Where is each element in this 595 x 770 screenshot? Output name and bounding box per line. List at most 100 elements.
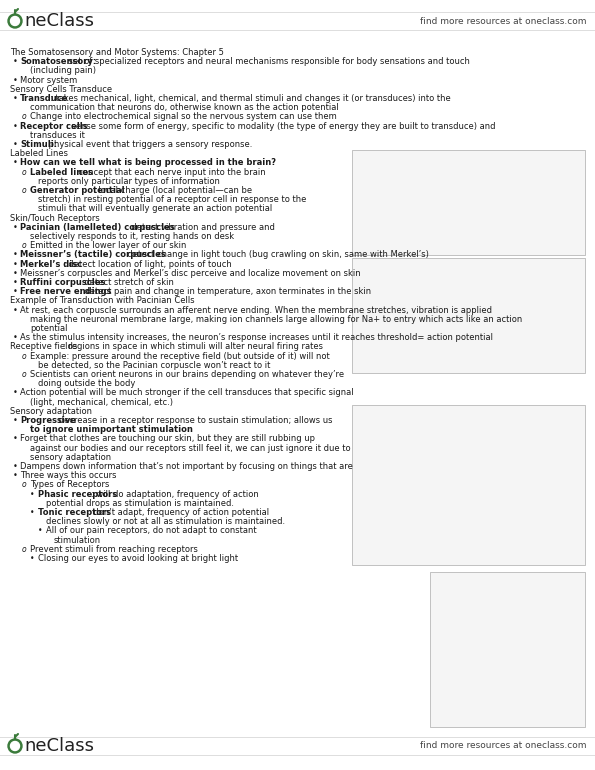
Text: Dampens down information that’s not important by focusing on things that are: Dampens down information that’s not impo… <box>20 462 353 471</box>
Text: o: o <box>22 112 27 122</box>
Text: •: • <box>12 306 17 315</box>
Text: •: • <box>12 333 17 342</box>
Text: •: • <box>12 471 17 480</box>
Text: : detect vibration and pressure and: : detect vibration and pressure and <box>126 223 274 232</box>
Text: •: • <box>12 287 17 296</box>
Text: : detect stretch of skin: : detect stretch of skin <box>79 278 174 287</box>
Text: •: • <box>12 388 17 397</box>
Text: •: • <box>12 250 17 259</box>
Text: : don’t adapt, frequency of action potential: : don’t adapt, frequency of action poten… <box>87 508 268 517</box>
Text: Merkel’s disc: Merkel’s disc <box>20 259 82 269</box>
Text: (light, mechanical, chemical, etc.): (light, mechanical, chemical, etc.) <box>30 397 173 407</box>
Text: making the neuronal membrane large, making ion channels large allowing for Na+ t: making the neuronal membrane large, maki… <box>30 315 522 324</box>
Text: declines slowly or not at all as stimulation is maintained.: declines slowly or not at all as stimula… <box>46 517 285 526</box>
Text: o: o <box>22 168 27 176</box>
Text: set of specialized receptors and neural mechanisms responsible for body sensatio: set of specialized receptors and neural … <box>66 57 470 66</box>
Text: be detected, so the Pacinian corpuscle won’t react to it: be detected, so the Pacinian corpuscle w… <box>38 361 270 370</box>
Text: Ruffini corpuscles: Ruffini corpuscles <box>20 278 105 287</box>
Text: Skin/Touch Receptors: Skin/Touch Receptors <box>10 213 100 223</box>
Text: o: o <box>22 545 27 554</box>
Text: o: o <box>22 352 27 360</box>
Text: Free nerve endings: Free nerve endings <box>20 287 111 296</box>
Text: •: • <box>12 416 17 425</box>
Text: o: o <box>22 241 27 250</box>
Text: Labeled Lines: Labeled Lines <box>10 149 68 158</box>
Text: Transduce: Transduce <box>20 94 68 103</box>
Text: o: o <box>22 370 27 379</box>
Text: : sense some form of energy, specific to modality (the type of energy they are b: : sense some form of energy, specific to… <box>66 122 496 131</box>
Text: How can we tell what is being processed in the brain?: How can we tell what is being processed … <box>20 159 276 167</box>
Text: reports only particular types of information: reports only particular types of informa… <box>38 177 220 186</box>
Text: neClass: neClass <box>24 737 94 755</box>
Text: decrease in a receptor response to sustain stimulation; allows us: decrease in a receptor response to susta… <box>57 416 333 425</box>
Text: Progressive: Progressive <box>20 416 76 425</box>
Text: Motor system: Motor system <box>20 75 77 85</box>
Text: (including pain): (including pain) <box>30 66 96 75</box>
Text: •: • <box>12 269 17 278</box>
Text: Action potential will be much stronger if the cell transduces that specific sign: Action potential will be much stronger i… <box>20 388 353 397</box>
Text: communication that neurons do, otherwise known as the action potential: communication that neurons do, otherwise… <box>30 103 339 112</box>
Text: The Somatosensory and Motor Systems: Chapter 5: The Somatosensory and Motor Systems: Cha… <box>10 48 224 57</box>
Text: •: • <box>30 490 35 499</box>
Text: •: • <box>30 508 35 517</box>
Text: •: • <box>12 278 17 287</box>
Text: : detect pain and change in temperature, axon terminates in the skin: : detect pain and change in temperature,… <box>79 287 371 296</box>
Text: : local charge (local potential—can be: : local charge (local potential—can be <box>93 186 252 195</box>
Text: At rest, each corpuscle surrounds an afferent nerve ending. When the membrane st: At rest, each corpuscle surrounds an aff… <box>20 306 492 315</box>
Text: : regions in space in which stimuli will alter neural firing rates: : regions in space in which stimuli will… <box>63 343 323 351</box>
Text: •: • <box>12 75 17 85</box>
Text: Change into electrochemical signal so the nervous system can use them: Change into electrochemical signal so th… <box>30 112 337 122</box>
Text: Meissner’s (tactile) corpuscles: Meissner’s (tactile) corpuscles <box>20 250 166 259</box>
Text: to ignore unimportant stimulation: to ignore unimportant stimulation <box>30 425 193 434</box>
Text: potential drops as stimulation is maintained.: potential drops as stimulation is mainta… <box>46 499 234 507</box>
Text: •: • <box>12 57 17 66</box>
Text: Prevent stimuli from reaching receptors: Prevent stimuli from reaching receptors <box>30 545 198 554</box>
Text: Emitted in the lower layer of our skin: Emitted in the lower layer of our skin <box>30 241 186 250</box>
Text: stretch) in resting potential of a receptor cell in response to the: stretch) in resting potential of a recep… <box>38 196 306 204</box>
Text: •: • <box>12 434 17 444</box>
Text: •: • <box>12 259 17 269</box>
Text: sensory adaptation: sensory adaptation <box>30 453 111 462</box>
Text: •: • <box>12 159 17 167</box>
Circle shape <box>11 16 20 25</box>
Text: Example of Transduction with Pacinian Cells: Example of Transduction with Pacinian Ce… <box>10 296 195 306</box>
Text: •: • <box>12 94 17 103</box>
Text: : will do adaptation, frequency of action: : will do adaptation, frequency of actio… <box>91 490 259 499</box>
Text: •: • <box>37 527 42 535</box>
FancyBboxPatch shape <box>352 150 585 255</box>
Text: : takes mechanical, light, chemical, and thermal stimuli and changes it (or tran: : takes mechanical, light, chemical, and… <box>50 94 450 103</box>
Text: Receptor cells: Receptor cells <box>20 122 87 131</box>
Text: Sensory adaptation: Sensory adaptation <box>10 407 92 416</box>
FancyBboxPatch shape <box>430 572 585 727</box>
Circle shape <box>8 739 22 753</box>
Text: •: • <box>12 122 17 131</box>
Text: Stimuli:: Stimuli: <box>20 140 57 149</box>
Text: stimuli that will eventually generate an action potential: stimuli that will eventually generate an… <box>38 204 273 213</box>
Text: o: o <box>22 186 27 195</box>
Text: Labeled lines: Labeled lines <box>30 168 93 176</box>
FancyBboxPatch shape <box>352 405 585 565</box>
Text: find more resources at oneclass.com: find more resources at oneclass.com <box>421 742 587 751</box>
Text: As the stimulus intensity increases, the neuron’s response increases until it re: As the stimulus intensity increases, the… <box>20 333 493 342</box>
Text: Tonic receptors: Tonic receptors <box>38 508 111 517</box>
Text: against our bodies and our receptors still feel it, we can just ignore it due to: against our bodies and our receptors sti… <box>30 444 350 453</box>
Text: Phasic receptors: Phasic receptors <box>38 490 117 499</box>
Text: Three ways this occurs: Three ways this occurs <box>20 471 117 480</box>
Text: Generator potential: Generator potential <box>30 186 124 195</box>
Text: o: o <box>22 480 27 490</box>
Circle shape <box>8 14 22 28</box>
Circle shape <box>11 742 20 751</box>
Text: stimulation: stimulation <box>54 536 101 544</box>
Text: •: • <box>12 462 17 471</box>
Text: neClass: neClass <box>24 12 94 30</box>
Text: find more resources at oneclass.com: find more resources at oneclass.com <box>421 16 587 25</box>
Text: Meissner’s corpuscles and Merkel’s disc perceive and localize movement on skin: Meissner’s corpuscles and Merkel’s disc … <box>20 269 361 278</box>
Text: physical event that triggers a sensory response.: physical event that triggers a sensory r… <box>46 140 253 149</box>
Text: transduces it: transduces it <box>30 131 85 140</box>
Text: All of our pain receptors, do not adapt to constant: All of our pain receptors, do not adapt … <box>46 527 256 535</box>
Text: doing outside the body: doing outside the body <box>38 379 136 388</box>
Text: Closing our eyes to avoid looking at bright light: Closing our eyes to avoid looking at bri… <box>38 554 238 563</box>
Text: •: • <box>12 223 17 232</box>
Text: Scientists can orient neurons in our brains depending on whatever they’re: Scientists can orient neurons in our bra… <box>30 370 344 379</box>
Text: •: • <box>30 554 35 563</box>
